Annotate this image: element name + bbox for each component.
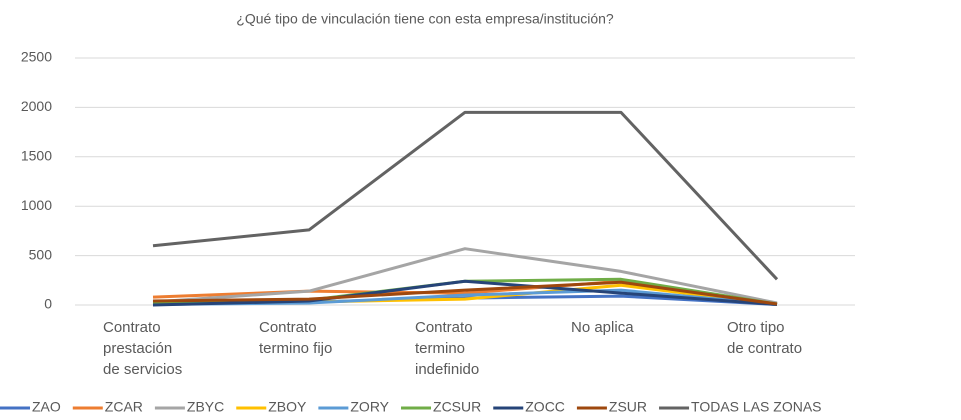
legend-label: ZSUR	[609, 399, 647, 415]
legend-label: ZBYC	[187, 399, 224, 415]
y-tick-label: 500	[29, 246, 53, 262]
legend-label: ZCAR	[105, 399, 143, 415]
series-line	[152, 280, 778, 306]
legend-label: TODAS LAS ZONAS	[691, 399, 821, 415]
series-line	[152, 247, 778, 305]
x-tick-label: Contrato termino indefinido	[415, 319, 480, 378]
x-tick-label: Contrato termino fijo	[259, 319, 333, 357]
series-line	[152, 279, 778, 307]
legend-label: ZCSUR	[433, 399, 481, 415]
chart-title: ¿Qué tipo de vinculación tiene con esta …	[236, 11, 614, 27]
legend-label: ZBOY	[268, 399, 307, 415]
y-tick-label: 2500	[21, 49, 52, 65]
legend-label: ZORY	[350, 399, 389, 415]
y-tick-label: 1500	[21, 148, 52, 164]
series-line	[152, 110, 779, 281]
y-tick-label: 0	[44, 296, 52, 312]
x-tick-label: No aplica	[571, 319, 634, 336]
legend-label: ZOCC	[525, 399, 565, 415]
y-tick-label: 2000	[21, 98, 52, 114]
x-tick-label: Contrato prestación de servicios	[103, 319, 183, 378]
legend-label: ZAO	[32, 399, 61, 415]
x-tick-label: Otro tipo de contrato	[727, 319, 803, 357]
y-tick-label: 1000	[21, 197, 52, 213]
